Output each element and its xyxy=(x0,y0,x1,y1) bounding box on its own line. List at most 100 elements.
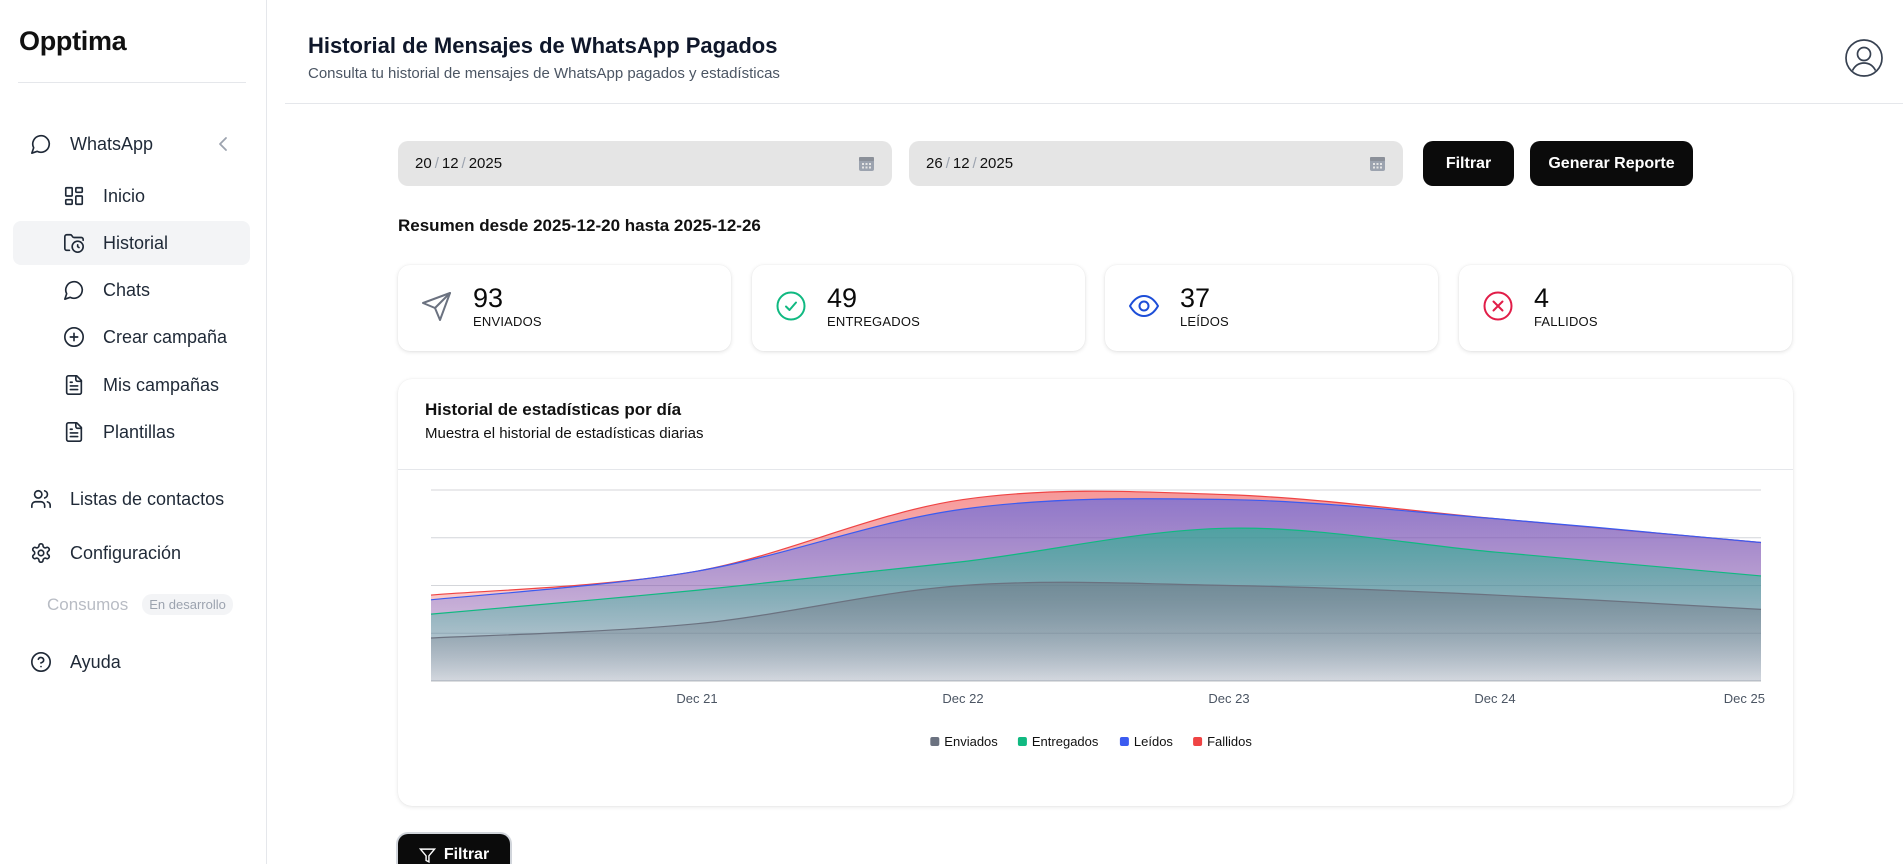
sidebar-item-label: Ayuda xyxy=(70,651,121,672)
legend-swatch xyxy=(930,737,940,746)
message-circle-icon xyxy=(63,279,85,301)
stat-value: 49 xyxy=(827,283,858,313)
stat-card-enviados: 93 ENVIADOS xyxy=(398,265,731,351)
stat-label: LEÍDOS xyxy=(1180,314,1229,329)
sidebar-item-label: Consumos xyxy=(47,594,129,614)
filter-button[interactable]: Filtrar xyxy=(1423,141,1514,186)
sidebar: Opptima WhatsApp Inicio Historial Chats … xyxy=(0,0,267,864)
stat-label: ENVIADOS xyxy=(473,314,542,329)
chevron-left-icon[interactable] xyxy=(216,134,230,154)
sidebar-divider xyxy=(18,82,246,83)
sidebar-item-configuracion[interactable]: Configuración xyxy=(30,531,250,575)
sidebar-item-label: Listas de contactos xyxy=(70,488,225,509)
sidebar-item-whatsapp[interactable]: WhatsApp xyxy=(30,122,250,166)
sidebar-item-plantillas[interactable]: Plantillas xyxy=(13,410,250,454)
line-enviados xyxy=(430,581,1762,639)
stat-value: 93 xyxy=(473,283,504,313)
area-enviados xyxy=(431,582,1761,681)
sidebar-item-label: WhatsApp xyxy=(70,133,154,154)
stat-value: 4 xyxy=(1534,283,1550,313)
legend-label: Enviados xyxy=(944,734,998,749)
sidebar-item-crear-campana[interactable]: Crear campaña xyxy=(13,315,250,359)
x-tick-label: Dec 23 xyxy=(1208,691,1249,706)
help-circle-icon xyxy=(30,651,52,673)
legend-label: Leídos xyxy=(1134,734,1174,749)
check-circle-icon xyxy=(774,289,808,323)
chart-card: Historial de estadísticas por día Muestr… xyxy=(398,379,1793,806)
stat-card-entregados: 49 ENTREGADOS xyxy=(752,265,1085,351)
legend-item-enviados: Enviados xyxy=(930,734,998,749)
start-date-year[interactable]: 2025 xyxy=(468,155,503,172)
stat-card-leidos: 37 LEÍDOS xyxy=(1105,265,1438,351)
app-logo: Opptima xyxy=(19,26,127,56)
page-header: Historial de Mensajes de WhatsApp Pagado… xyxy=(285,0,1903,104)
sidebar-item-label: Historial xyxy=(103,232,169,253)
legend-swatch xyxy=(1119,737,1129,746)
chart-divider xyxy=(398,469,1793,470)
sidebar-item-mis-campanas[interactable]: Mis campañas xyxy=(13,363,250,407)
legend-swatch xyxy=(1017,737,1027,746)
legend-item-entregados: Entregados xyxy=(1017,734,1099,749)
legend-swatch xyxy=(1193,737,1203,746)
layout-dashboard-icon xyxy=(63,185,85,207)
send-icon xyxy=(420,289,454,323)
start-date-input[interactable]: 20/12/2025 xyxy=(398,141,892,186)
x-circle-icon xyxy=(1481,289,1515,323)
sidebar-item-contactos[interactable]: Listas de contactos xyxy=(30,477,250,521)
line-entregados xyxy=(430,527,1762,615)
eye-icon xyxy=(1127,289,1161,323)
file-text-icon xyxy=(63,421,85,443)
sidebar-item-label: Mis campañas xyxy=(103,374,220,395)
x-tick-label: Dec 21 xyxy=(676,691,717,706)
page-title: Historial de Mensajes de WhatsApp Pagado… xyxy=(308,33,778,58)
chart-title: Historial de estadísticas por día xyxy=(425,400,682,419)
sidebar-item-label: Configuración xyxy=(70,542,182,563)
sidebar-item-consumos: Consumos En desarrollo xyxy=(47,594,233,615)
page-subtitle: Consulta tu historial de mensajes de Wha… xyxy=(308,65,780,82)
file-text-icon xyxy=(63,374,85,396)
plus-circle-icon xyxy=(63,326,85,348)
start-date-month[interactable]: 12 xyxy=(441,155,459,172)
calendar-icon[interactable] xyxy=(857,154,876,173)
message-circle-icon xyxy=(30,133,52,155)
area-chart: Dec 21 Dec 22 Dec 23 Dec 24 Dec 25 Enviados En… xyxy=(430,489,1765,749)
x-tick-label: Dec 22 xyxy=(942,691,983,706)
stat-card-fallidos: 4 FALLIDOS xyxy=(1459,265,1792,351)
stat-value: 37 xyxy=(1180,283,1211,313)
sidebar-item-label: Crear campaña xyxy=(103,326,228,347)
legend-label: Fallidos xyxy=(1207,734,1252,749)
user-circle-icon xyxy=(1845,39,1883,77)
filter-icon xyxy=(418,847,436,863)
x-tick-label: Dec 24 xyxy=(1474,691,1515,706)
stat-label: FALLIDOS xyxy=(1534,314,1598,329)
sidebar-item-chats[interactable]: Chats xyxy=(13,268,250,312)
status-badge: En desarrollo xyxy=(142,594,233,615)
line-leídos xyxy=(430,498,1762,601)
sidebar-item-ayuda[interactable]: Ayuda xyxy=(30,640,250,684)
start-date-day[interactable]: 20 xyxy=(415,155,432,172)
chart-subtitle: Muestra el historial de estadísticas dia… xyxy=(425,425,704,442)
end-date-month[interactable]: 12 xyxy=(952,155,970,172)
end-date-year[interactable]: 2025 xyxy=(979,155,1014,172)
stat-label: ENTREGADOS xyxy=(827,314,921,329)
end-date-day[interactable]: 26 xyxy=(926,155,943,172)
legend-label: Entregados xyxy=(1032,734,1099,749)
end-date-input[interactable]: 26/12/2025 xyxy=(909,141,1403,186)
summary-title: Resumen desde 2025-12-20 hasta 2025-12-2… xyxy=(398,216,761,235)
sidebar-item-label: Inicio xyxy=(103,185,146,206)
sidebar-item-historial[interactable]: Historial xyxy=(13,221,250,265)
sidebar-item-inicio[interactable]: Inicio xyxy=(13,174,250,218)
generate-report-button[interactable]: Generar Reporte xyxy=(1530,141,1693,186)
calendar-icon[interactable] xyxy=(1368,154,1387,173)
gear-icon xyxy=(30,542,52,564)
sidebar-item-label: Chats xyxy=(103,279,151,300)
bottom-filter-label: Filtrar xyxy=(443,846,490,863)
user-avatar-button[interactable] xyxy=(1844,38,1884,78)
x-tick-label: Dec 25 xyxy=(1724,691,1765,706)
legend-item-fallidos: Fallidos xyxy=(1193,734,1252,749)
bottom-filter-button[interactable]: Filtrar xyxy=(398,834,510,864)
legend-item-leídos: Leídos xyxy=(1119,734,1174,749)
folder-clock-icon xyxy=(63,232,85,254)
users-icon xyxy=(30,488,52,510)
sidebar-item-label: Plantillas xyxy=(103,421,176,442)
